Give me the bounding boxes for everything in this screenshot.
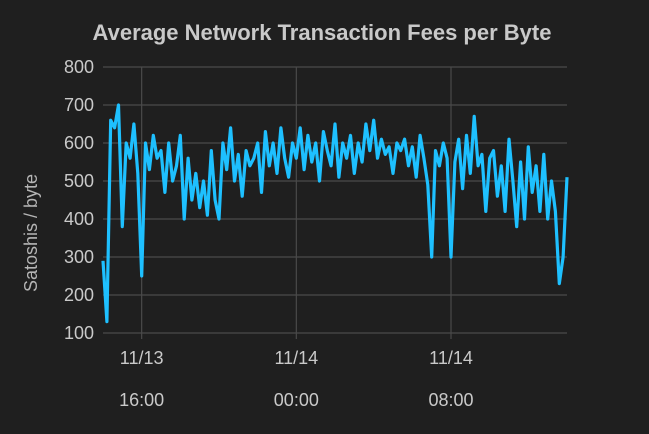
series [101,103,569,324]
x-tick-date: 11/13 [120,348,164,368]
y-axis-label: Satoshis / byte [21,174,41,292]
x-ticks: 11/13 16:00 11/14 00:00 11/14 08:00 [119,348,473,410]
x-tick-time: 16:00 [119,390,164,410]
y-tick-label: 300 [64,247,94,267]
y-tick-label: 600 [64,133,94,153]
y-tick-label: 100 [64,323,94,343]
x-tick-date: 11/14 [274,348,318,368]
y-tick-label: 400 [64,209,94,229]
y-tick-label: 500 [64,171,94,191]
y-tick-label: 200 [64,285,94,305]
x-tick-date: 11/14 [429,348,473,368]
x-tick-time: 00:00 [274,390,319,410]
y-tick-label: 800 [64,57,94,77]
y-ticks: 100 200 300 400 500 600 700 800 [64,57,94,343]
x-tick-time: 08:00 [428,390,473,410]
y-tick-label: 700 [64,95,94,115]
chart-title: Average Network Transaction Fees per Byt… [93,20,552,45]
